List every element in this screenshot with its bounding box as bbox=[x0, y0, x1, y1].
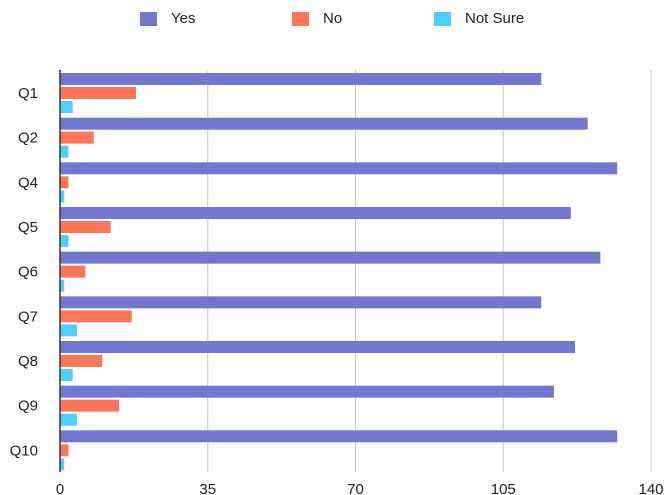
legend-label-not-sure: Not Sure bbox=[465, 10, 525, 27]
x-tick-label-140: 140 bbox=[638, 481, 663, 495]
category-label-q9: Q9 bbox=[18, 398, 38, 415]
bar-q4-no[interactable] bbox=[60, 176, 69, 189]
x-tick-label-35: 35 bbox=[199, 481, 216, 495]
legend-item-no[interactable]: No bbox=[292, 10, 342, 27]
legend-item-not-sure[interactable]: Not Sure bbox=[434, 10, 524, 27]
bar-q10-not-sure[interactable] bbox=[60, 458, 65, 471]
bar-q4-not-sure[interactable] bbox=[60, 190, 65, 203]
bar-q5-not-sure[interactable] bbox=[60, 235, 69, 247]
legend-label-yes: Yes bbox=[171, 10, 196, 27]
legend-swatch-not-sure bbox=[434, 11, 451, 26]
x-tick-label-105: 105 bbox=[491, 481, 516, 495]
legend: Yes No Not Sure bbox=[0, 10, 664, 32]
bar-q6-not-sure[interactable] bbox=[60, 279, 65, 292]
bar-q10-no[interactable] bbox=[60, 444, 69, 457]
bar-q1-no[interactable] bbox=[60, 87, 136, 99]
bar-q1-not-sure[interactable] bbox=[60, 101, 73, 113]
category-label-q6: Q6 bbox=[18, 264, 38, 281]
bar-q5-no[interactable] bbox=[60, 221, 111, 233]
bar-q9-no[interactable] bbox=[60, 399, 120, 412]
bar-q10-yes[interactable] bbox=[60, 430, 618, 443]
x-tick-label-70: 70 bbox=[347, 481, 364, 495]
category-label-q1: Q1 bbox=[18, 85, 38, 102]
bar-q8-no[interactable] bbox=[60, 355, 103, 367]
bar-q1-yes[interactable] bbox=[60, 73, 542, 85]
legend-swatch-no bbox=[292, 11, 309, 26]
legend-label-no: No bbox=[323, 10, 343, 27]
bar-q5-yes[interactable] bbox=[60, 207, 571, 219]
category-label-q2: Q2 bbox=[18, 130, 38, 147]
bar-q6-no[interactable] bbox=[60, 265, 86, 278]
category-label-q4: Q4 bbox=[18, 174, 38, 191]
bar-q7-no[interactable] bbox=[60, 310, 132, 323]
bar-q2-no[interactable] bbox=[60, 131, 94, 144]
category-label-q10: Q10 bbox=[10, 442, 38, 459]
category-label-q5: Q5 bbox=[18, 219, 38, 236]
bar-q9-not-sure[interactable] bbox=[60, 413, 77, 426]
bar-q9-yes[interactable] bbox=[60, 385, 554, 398]
category-label-q7: Q7 bbox=[18, 308, 38, 325]
bar-q4-yes[interactable] bbox=[60, 162, 618, 175]
bar-q2-yes[interactable] bbox=[60, 117, 588, 130]
legend-swatch-yes bbox=[140, 11, 157, 26]
bar-q7-yes[interactable] bbox=[60, 296, 542, 309]
bar-q7-not-sure[interactable] bbox=[60, 324, 77, 337]
bar-q8-not-sure[interactable] bbox=[60, 369, 73, 381]
category-label-q8: Q8 bbox=[18, 353, 38, 370]
bar-q8-yes[interactable] bbox=[60, 341, 576, 353]
legend-item-yes[interactable]: Yes bbox=[140, 10, 195, 27]
bar-q6-yes[interactable] bbox=[60, 251, 601, 264]
bar-q2-not-sure[interactable] bbox=[60, 145, 69, 158]
x-tick-label-0: 0 bbox=[56, 481, 64, 495]
